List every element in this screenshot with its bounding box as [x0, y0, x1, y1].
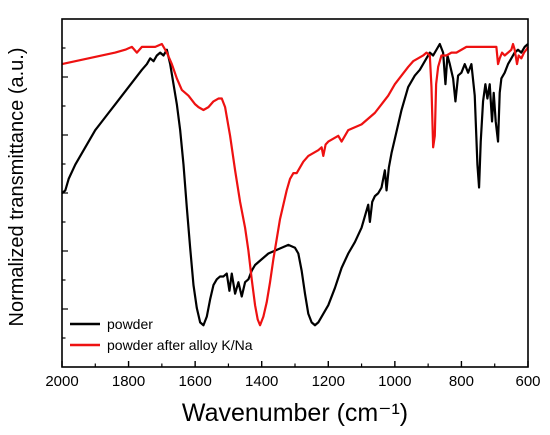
plot-frame: [61, 18, 529, 368]
x-tick-label: 1000: [378, 373, 411, 390]
x-tick-label: 1200: [312, 373, 345, 390]
x-tick-label: 800: [449, 373, 474, 390]
x-tick-label: 600: [515, 373, 540, 390]
x-tick-label: 1400: [245, 373, 278, 390]
x-axis-title: Wavenumber (cm⁻¹): [182, 399, 408, 427]
legend-label-1: powder: [107, 316, 153, 332]
x-tick-label: 1600: [178, 373, 211, 390]
x-tick-label: 1800: [112, 373, 145, 390]
axes: 2000 1800 1600 1400 1200 1000 800 600: [45, 18, 541, 390]
x-tick-label: 2000: [45, 373, 78, 390]
series-line-1: [61, 42, 529, 327]
y-axis-title: Normalized transmittance (a.u.): [6, 48, 28, 327]
series-line-2: [61, 42, 529, 327]
plot-area: [61, 42, 529, 327]
legend: powder powder after alloy K/Na: [70, 316, 253, 353]
legend-label-2: powder after alloy K/Na: [107, 337, 253, 353]
